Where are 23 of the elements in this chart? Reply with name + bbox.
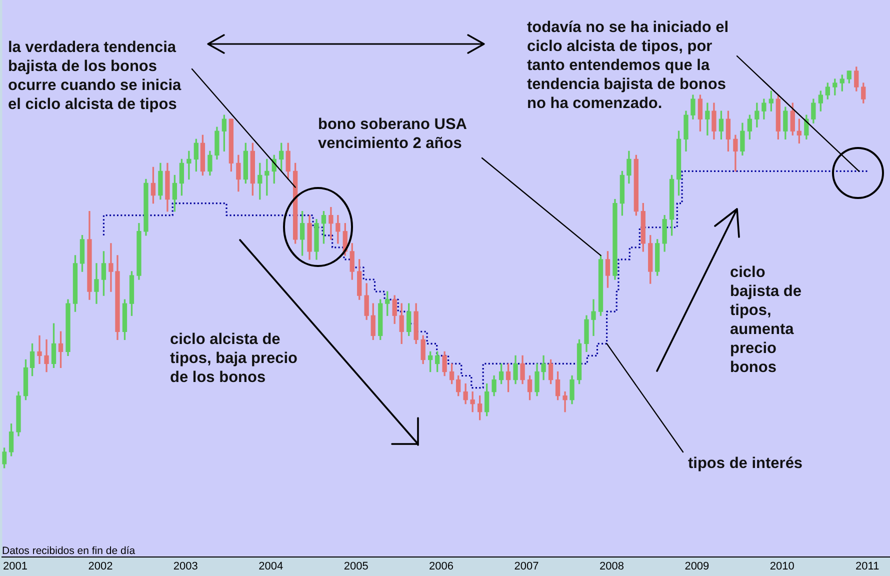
candlestick bbox=[37, 335, 42, 364]
annotation: todavía no se ha iniciado el ciclo alcista de tipos, por tanto entendemos que la tendencia bajista de bonos no ha comenzado. bbox=[527, 18, 730, 112]
x-tick-label: 2003 bbox=[173, 560, 198, 573]
candlestick bbox=[591, 299, 596, 336]
x-tick-label: 2007 bbox=[514, 560, 539, 573]
annotation: ciclo alcista de tipos, baja precio de los bonos bbox=[170, 330, 298, 387]
x-tick-label: 2002 bbox=[88, 560, 113, 573]
candlestick bbox=[186, 150, 192, 180]
x-tick-label: 2011 bbox=[856, 560, 880, 573]
x-tick-label: 2006 bbox=[429, 560, 454, 573]
annotation: tipos de interés bbox=[688, 454, 803, 473]
x-tick-label: 2009 bbox=[684, 560, 710, 573]
x-tick-label: 2004 bbox=[258, 560, 284, 573]
candlestick bbox=[562, 391, 568, 412]
text: Datos recibidos en fin de día bbox=[2, 545, 136, 557]
annotation: bono soberano USA vencimiento 2 años bbox=[318, 115, 468, 153]
x-tick-label: 2005 bbox=[344, 560, 368, 573]
x-tick-label: 2010 bbox=[770, 560, 794, 573]
annotation: la verdadera tendencia bajista de los bonos ocurre cuando se inicia el ciclo alcista de tipos bbox=[8, 38, 182, 114]
candlestick bbox=[470, 391, 475, 412]
x-tick-label: 2008 bbox=[599, 560, 624, 573]
x-tick-label: 2001 bbox=[2, 560, 28, 573]
annotation: ciclo bajista de tipos, aumenta precio bonos bbox=[730, 263, 802, 377]
